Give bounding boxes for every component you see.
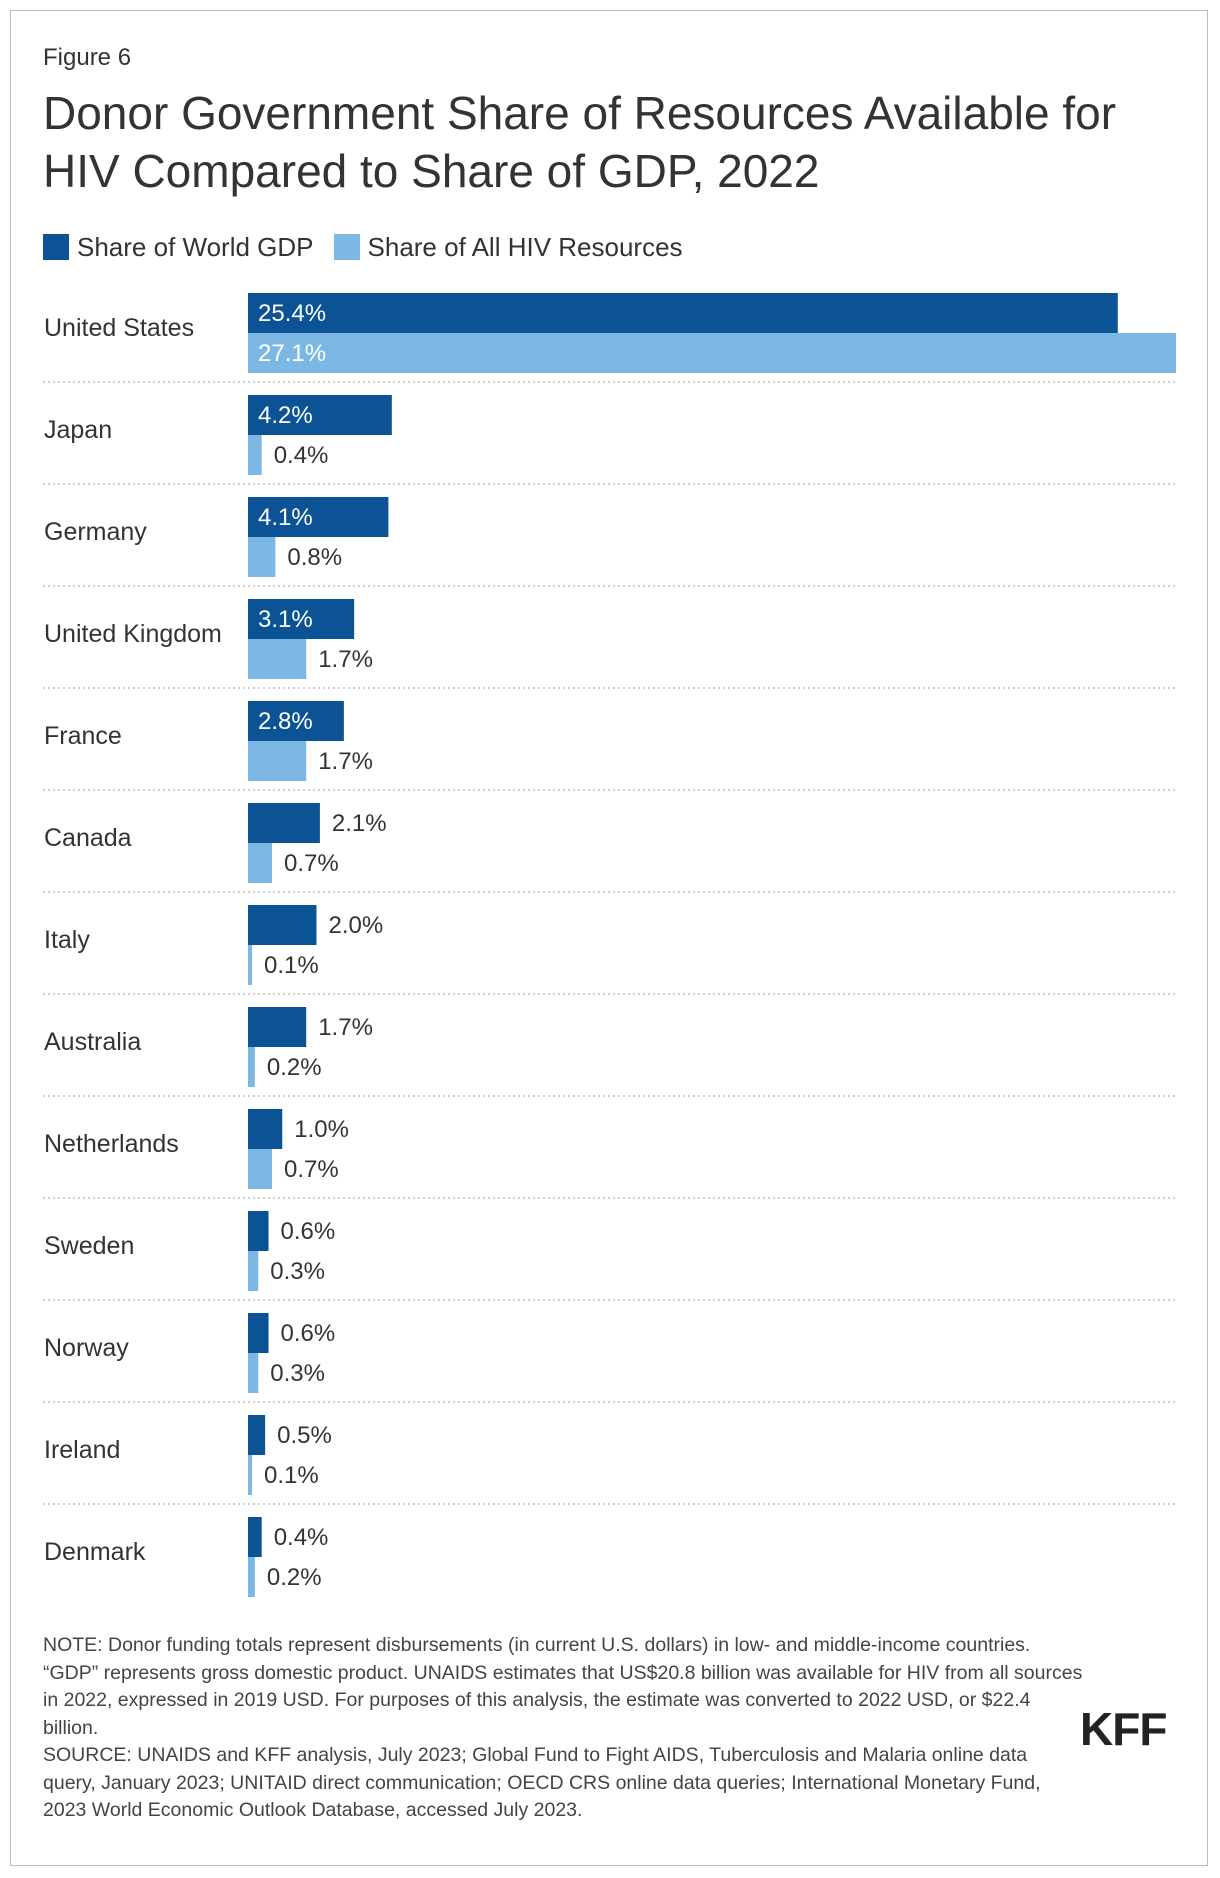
bar-hiv-ireland — [248, 1455, 252, 1495]
bar-gdp-netherlands — [248, 1109, 283, 1149]
data-label-gdp-denmark: 0.4% — [274, 1524, 329, 1551]
category-label-united-states: United States — [44, 314, 194, 342]
data-label-gdp-australia: 1.7% — [318, 1014, 373, 1041]
legend-label-gdp: Share of World GDP — [77, 231, 314, 262]
bar-hiv-united-states — [248, 333, 1176, 373]
data-label-hiv-netherlands: 0.7% — [284, 1156, 339, 1183]
bar-gdp-italy — [248, 905, 317, 945]
category-label-australia: Australia — [44, 1028, 141, 1056]
data-label-gdp-germany: 4.1% — [258, 504, 313, 531]
data-label-hiv-germany: 0.8% — [287, 544, 342, 571]
data-label-hiv-australia: 0.2% — [267, 1054, 322, 1081]
data-label-hiv-united-states: 27.1% — [258, 340, 326, 367]
legend-swatch-hiv — [333, 234, 360, 260]
category-label-france: France — [44, 722, 122, 750]
category-label-denmark: Denmark — [44, 1538, 146, 1566]
bar-gdp-canada — [248, 803, 320, 843]
figure-frame — [10, 10, 1208, 1866]
bar-gdp-united-states — [248, 293, 1118, 333]
category-label-italy: Italy — [44, 926, 90, 954]
bar-gdp-united-kingdom — [248, 599, 355, 639]
data-label-gdp-japan: 4.2% — [258, 402, 313, 429]
bar-gdp-sweden — [248, 1211, 269, 1251]
bar-gdp-ireland — [248, 1415, 266, 1455]
legend: Share of World GDP Share of All HIV Reso… — [43, 232, 703, 262]
bar-hiv-france — [248, 741, 307, 781]
bar-gdp-france — [248, 701, 344, 741]
data-label-hiv-ireland: 0.1% — [264, 1462, 319, 1489]
category-label-japan: Japan — [44, 416, 112, 444]
category-label-united-kingdom: United Kingdom — [44, 620, 222, 648]
data-label-gdp-sweden: 0.6% — [281, 1218, 336, 1245]
bar-hiv-italy — [248, 945, 252, 985]
bar-hiv-norway — [248, 1353, 259, 1393]
data-label-gdp-italy: 2.0% — [328, 912, 383, 939]
data-label-hiv-japan: 0.4% — [274, 442, 329, 469]
legend-swatch-gdp — [43, 234, 69, 260]
kff-logo: KFF — [1080, 1703, 1167, 1755]
data-label-hiv-italy: 0.1% — [264, 952, 319, 979]
category-label-norway: Norway — [44, 1334, 129, 1362]
data-label-hiv-denmark: 0.2% — [267, 1564, 322, 1591]
note-text: NOTE: Donor funding totals represent dis… — [43, 1634, 1083, 1739]
bar-hiv-united-kingdom — [248, 639, 307, 679]
bar-gdp-norway — [248, 1313, 269, 1353]
data-label-hiv-norway: 0.3% — [270, 1360, 325, 1387]
bar-gdp-denmark — [248, 1517, 262, 1557]
data-label-gdp-france: 2.8% — [258, 708, 313, 735]
category-label-netherlands: Netherlands — [44, 1130, 179, 1158]
bar-hiv-canada — [248, 843, 272, 883]
data-label-gdp-united-kingdom: 3.1% — [258, 606, 313, 633]
data-label-hiv-sweden: 0.3% — [270, 1258, 325, 1285]
legend-item-hiv: Share of All HIV Resources — [333, 231, 683, 263]
legend-label-hiv: Share of All HIV Resources — [367, 231, 683, 262]
bar-chart: United States 25.4% 27.1% Japan 4.2% 0.4% Germ… — [43, 293, 1176, 1597]
figure-label: Figure 6 — [43, 44, 132, 71]
bar-gdp-germany — [248, 497, 389, 537]
bar-hiv-germany — [248, 537, 276, 577]
category-label-germany: Germany — [44, 518, 147, 546]
bar-hiv-sweden — [248, 1251, 259, 1291]
data-label-gdp-ireland: 0.5% — [277, 1422, 332, 1449]
data-label-gdp-netherlands: 1.0% — [294, 1116, 349, 1143]
bar-hiv-australia — [248, 1047, 255, 1087]
category-label-ireland: Ireland — [44, 1436, 120, 1464]
data-label-hiv-france: 1.7% — [318, 748, 373, 775]
data-label-hiv-canada: 0.7% — [284, 850, 339, 877]
category-label-canada: Canada — [44, 824, 132, 852]
bar-hiv-netherlands — [248, 1149, 272, 1189]
chart-title: Donor Government Share of Resources Avai… — [43, 87, 1117, 197]
data-label-gdp-norway: 0.6% — [281, 1320, 336, 1347]
data-label-hiv-united-kingdom: 1.7% — [318, 646, 373, 673]
bar-hiv-japan — [248, 435, 262, 475]
bar-gdp-australia — [248, 1007, 307, 1047]
source-text: SOURCE: UNAIDS and KFF analysis, July 20… — [43, 1744, 1041, 1821]
data-label-gdp-canada: 2.1% — [332, 810, 387, 837]
notes: NOTE: Donor funding totals represent dis… — [43, 1632, 1083, 1825]
legend-item-gdp: Share of World GDP — [43, 232, 314, 263]
data-label-gdp-united-states: 25.4% — [258, 300, 326, 327]
bar-hiv-denmark — [248, 1557, 255, 1597]
category-label-sweden: Sweden — [44, 1232, 134, 1260]
bar-gdp-japan — [248, 395, 392, 435]
